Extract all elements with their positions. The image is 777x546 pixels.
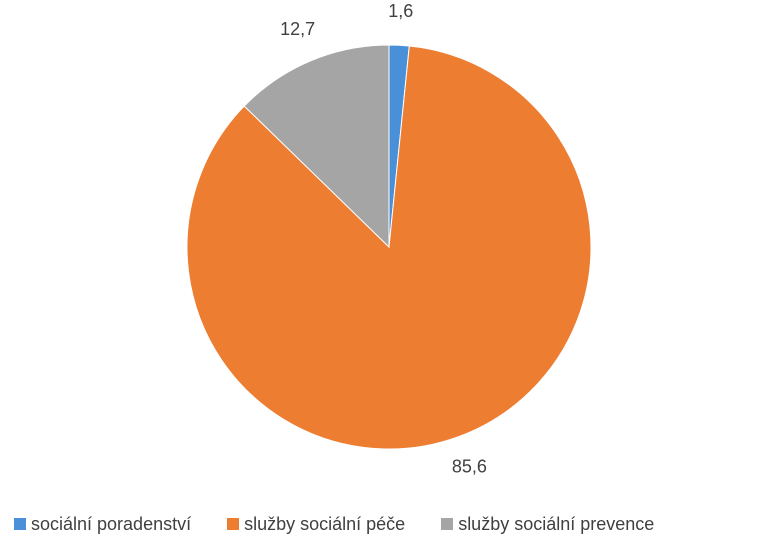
data-label-socialni-poradenstvi: 1,6 xyxy=(388,1,413,21)
legend-label-socialni-poradenstvi: sociální poradenství xyxy=(31,513,192,534)
legend: sociální poradenství služby sociální péč… xyxy=(14,511,654,537)
legend-swatch-sluzby-socialni-pece xyxy=(227,518,240,530)
data-label-sluzby-socialni-prevence: 12,7 xyxy=(280,19,315,39)
legend-item-socialni-poradenstvi: sociální poradenství xyxy=(14,514,191,535)
legend-item-sluzby-socialni-pece: služby sociální péče xyxy=(227,514,405,535)
data-label-sluzby-socialni-pece: 85,6 xyxy=(452,457,487,477)
legend-label-sluzby-socialni-prevence: služby sociální prevence xyxy=(458,513,655,534)
legend-swatch-socialni-poradenstvi xyxy=(14,518,26,530)
legend-item-sluzby-socialni-prevence: služby sociální prevence xyxy=(441,514,654,535)
legend-swatch-sluzby-socialni-prevence xyxy=(441,518,454,530)
legend-label-sluzby-socialni-pece: služby sociální péče xyxy=(244,513,406,534)
pie-slice-sluzby-socialni-prevence xyxy=(243,44,390,249)
